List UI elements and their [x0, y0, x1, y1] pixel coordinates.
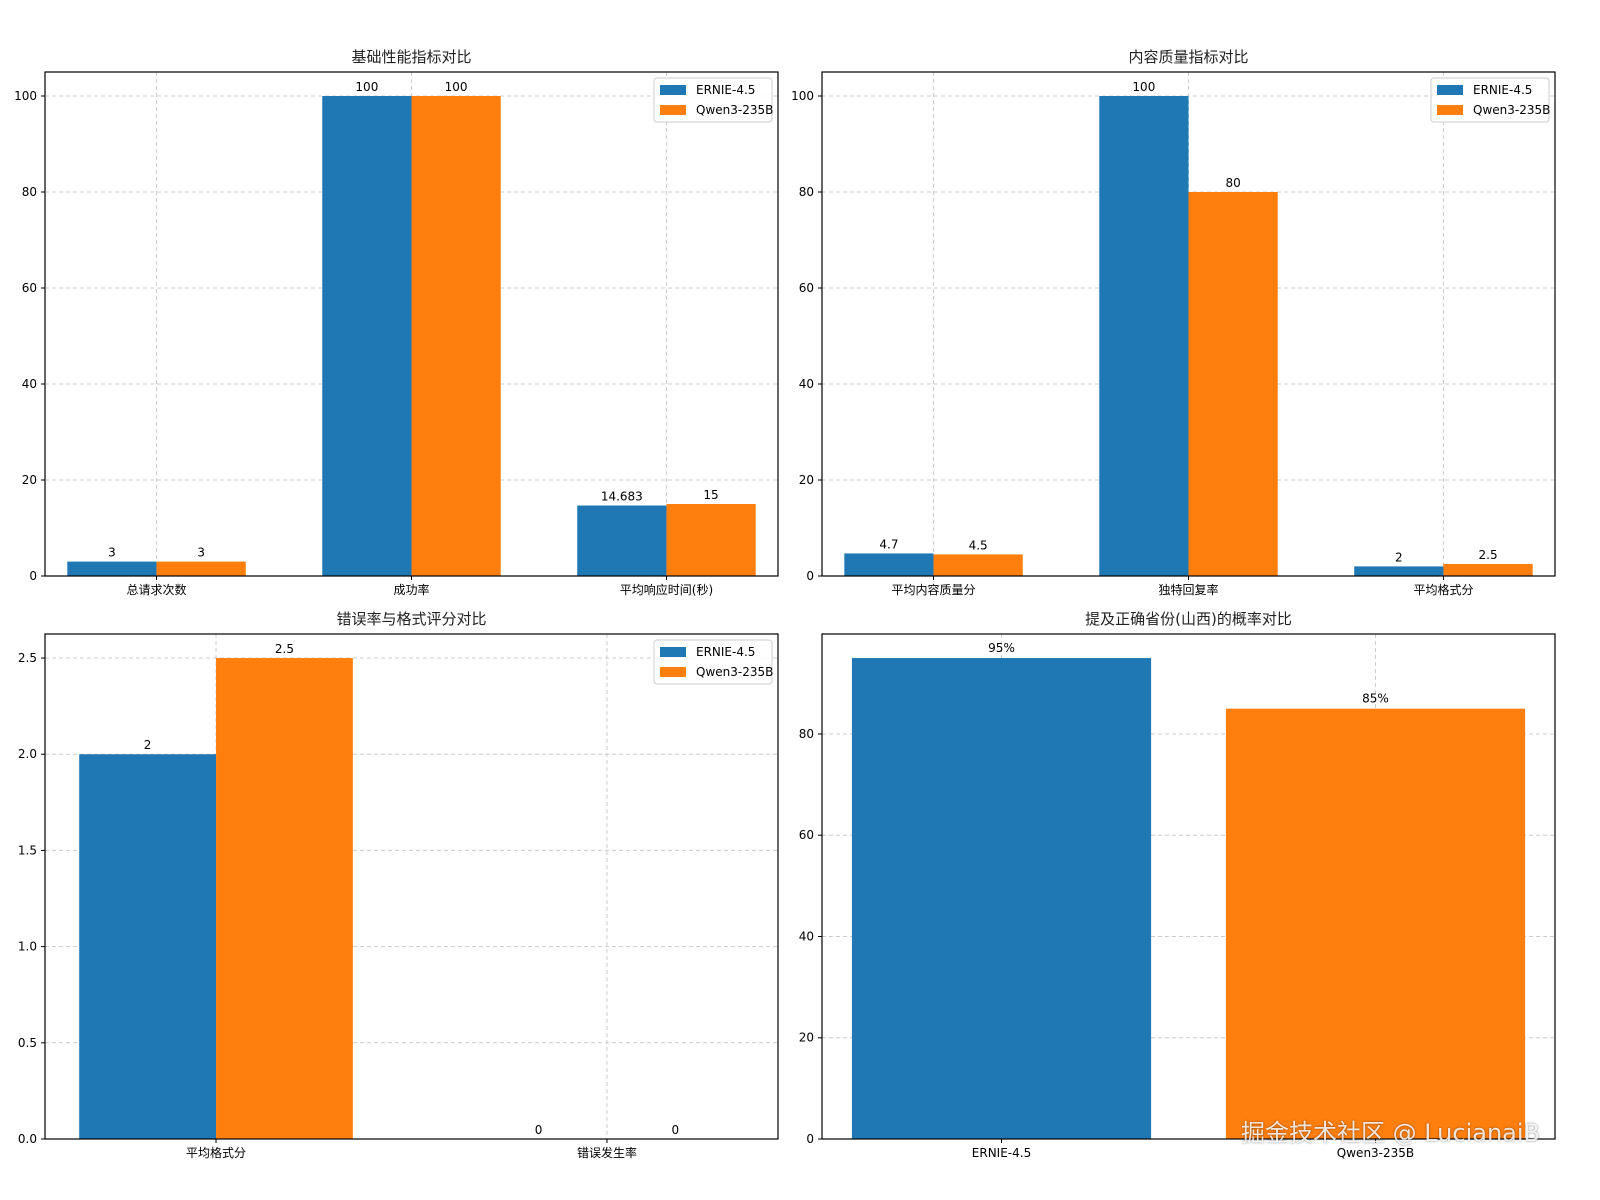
- y-tick-label: 60: [799, 281, 814, 295]
- y-tick-label: 80: [799, 185, 814, 199]
- data-label: 85%: [1362, 692, 1389, 706]
- x-tick-label: 错误发生率: [577, 1145, 637, 1160]
- legend-swatch: [660, 647, 686, 657]
- y-tick-label: 20: [799, 1031, 814, 1045]
- x-tick-label: 平均格式分: [1413, 582, 1473, 597]
- data-label: 2.5: [1479, 548, 1498, 562]
- chart-title: 内容质量指标对比: [1128, 48, 1248, 66]
- x-tick-label: 总请求次数: [127, 582, 187, 597]
- bar-qwen: [156, 561, 246, 576]
- legend-swatch: [660, 667, 686, 677]
- data-label: 0: [672, 1123, 680, 1137]
- y-tick-label: 2.5: [18, 651, 37, 665]
- y-tick-label: 0.0: [18, 1132, 37, 1146]
- data-label: 3: [108, 546, 116, 560]
- y-tick-label: 100: [791, 89, 814, 103]
- data-label: 100: [1132, 80, 1155, 94]
- data-label: 0: [535, 1123, 543, 1137]
- axes-frame: [821, 633, 1556, 1140]
- legend-label: ERNIE-4.5: [696, 83, 755, 97]
- data-label: 4.7: [879, 537, 898, 551]
- data-label: 2: [144, 738, 152, 752]
- bar-qwen: [216, 658, 353, 1139]
- x-tick-label: ERNIE-4.5: [972, 1146, 1031, 1160]
- y-tick-label: 100: [14, 89, 37, 103]
- axes-frame: [821, 71, 1556, 577]
- legend-swatch: [660, 85, 686, 95]
- data-label: 80: [1225, 176, 1240, 190]
- watermark: 掘金技术社区 @ LucianaiB: [1240, 1119, 1540, 1147]
- bar-qwen: [666, 504, 756, 576]
- bar-qwen: [1225, 708, 1526, 1139]
- bar-ernie: [1099, 96, 1189, 576]
- y-tick-label: 80: [22, 185, 37, 199]
- y-tick-label: 2.0: [18, 747, 37, 761]
- x-tick-label: Qwen3-235B: [1337, 1146, 1414, 1160]
- y-tick-label: 40: [22, 377, 37, 391]
- legend-swatch: [660, 105, 686, 115]
- bar-ernie: [322, 96, 412, 576]
- bar-qwen: [1188, 192, 1278, 576]
- legend-label: Qwen3-235B: [696, 103, 773, 117]
- x-tick-label: 平均内容质量分: [892, 582, 976, 597]
- y-tick-label: 60: [22, 281, 37, 295]
- axes-frame: [44, 633, 779, 1140]
- data-label: 14.683: [601, 490, 643, 504]
- data-label: 3: [197, 546, 205, 560]
- y-tick-label: 20: [22, 473, 37, 487]
- y-tick-label: 0: [806, 569, 814, 583]
- data-label: 2.5: [275, 642, 294, 656]
- axes-frame: [44, 71, 779, 577]
- y-tick-label: 1.5: [18, 843, 37, 857]
- y-tick-label: 0: [806, 1132, 814, 1146]
- legend-label: Qwen3-235B: [696, 665, 773, 679]
- bar-ernie: [1354, 566, 1444, 576]
- legend-swatch: [1437, 85, 1463, 95]
- legend-label: Qwen3-235B: [1473, 103, 1550, 117]
- y-tick-label: 40: [799, 377, 814, 391]
- chart-title: 提及正确省份(山西)的概率对比: [1085, 610, 1292, 628]
- y-tick-label: 20: [799, 473, 814, 487]
- bar-ernie: [79, 754, 217, 1139]
- legend-swatch: [1437, 105, 1463, 115]
- bar-qwen: [933, 554, 1023, 576]
- bar-ernie: [577, 505, 667, 576]
- x-tick-label: 独特回复率: [1158, 582, 1218, 597]
- bar-ernie: [844, 553, 934, 576]
- y-tick-label: 0.5: [18, 1036, 37, 1050]
- data-label: 100: [445, 80, 468, 94]
- data-label: 2: [1395, 550, 1403, 564]
- chart-title: 错误率与格式评分对比: [336, 610, 486, 628]
- x-tick-label: 平均格式分: [186, 1145, 246, 1160]
- y-tick-label: 80: [799, 727, 814, 741]
- y-tick-label: 60: [799, 828, 814, 842]
- data-label: 15: [703, 488, 718, 502]
- legend-label: ERNIE-4.5: [696, 645, 755, 659]
- legend-label: ERNIE-4.5: [1473, 83, 1532, 97]
- y-tick-label: 0: [29, 569, 37, 583]
- y-tick-label: 40: [799, 929, 814, 943]
- bar-qwen: [411, 96, 501, 576]
- chart-title: 基础性能指标对比: [351, 48, 471, 66]
- x-tick-label: 成功率: [393, 582, 429, 597]
- x-tick-label: 平均响应时间(秒): [620, 582, 713, 597]
- bar-qwen: [1443, 564, 1533, 576]
- bar-ernie: [851, 658, 1152, 1139]
- data-label: 4.5: [969, 538, 988, 552]
- bar-ernie: [67, 561, 157, 576]
- y-tick-label: 1.0: [18, 940, 37, 954]
- data-label: 100: [355, 80, 378, 94]
- data-label: 95%: [988, 641, 1015, 655]
